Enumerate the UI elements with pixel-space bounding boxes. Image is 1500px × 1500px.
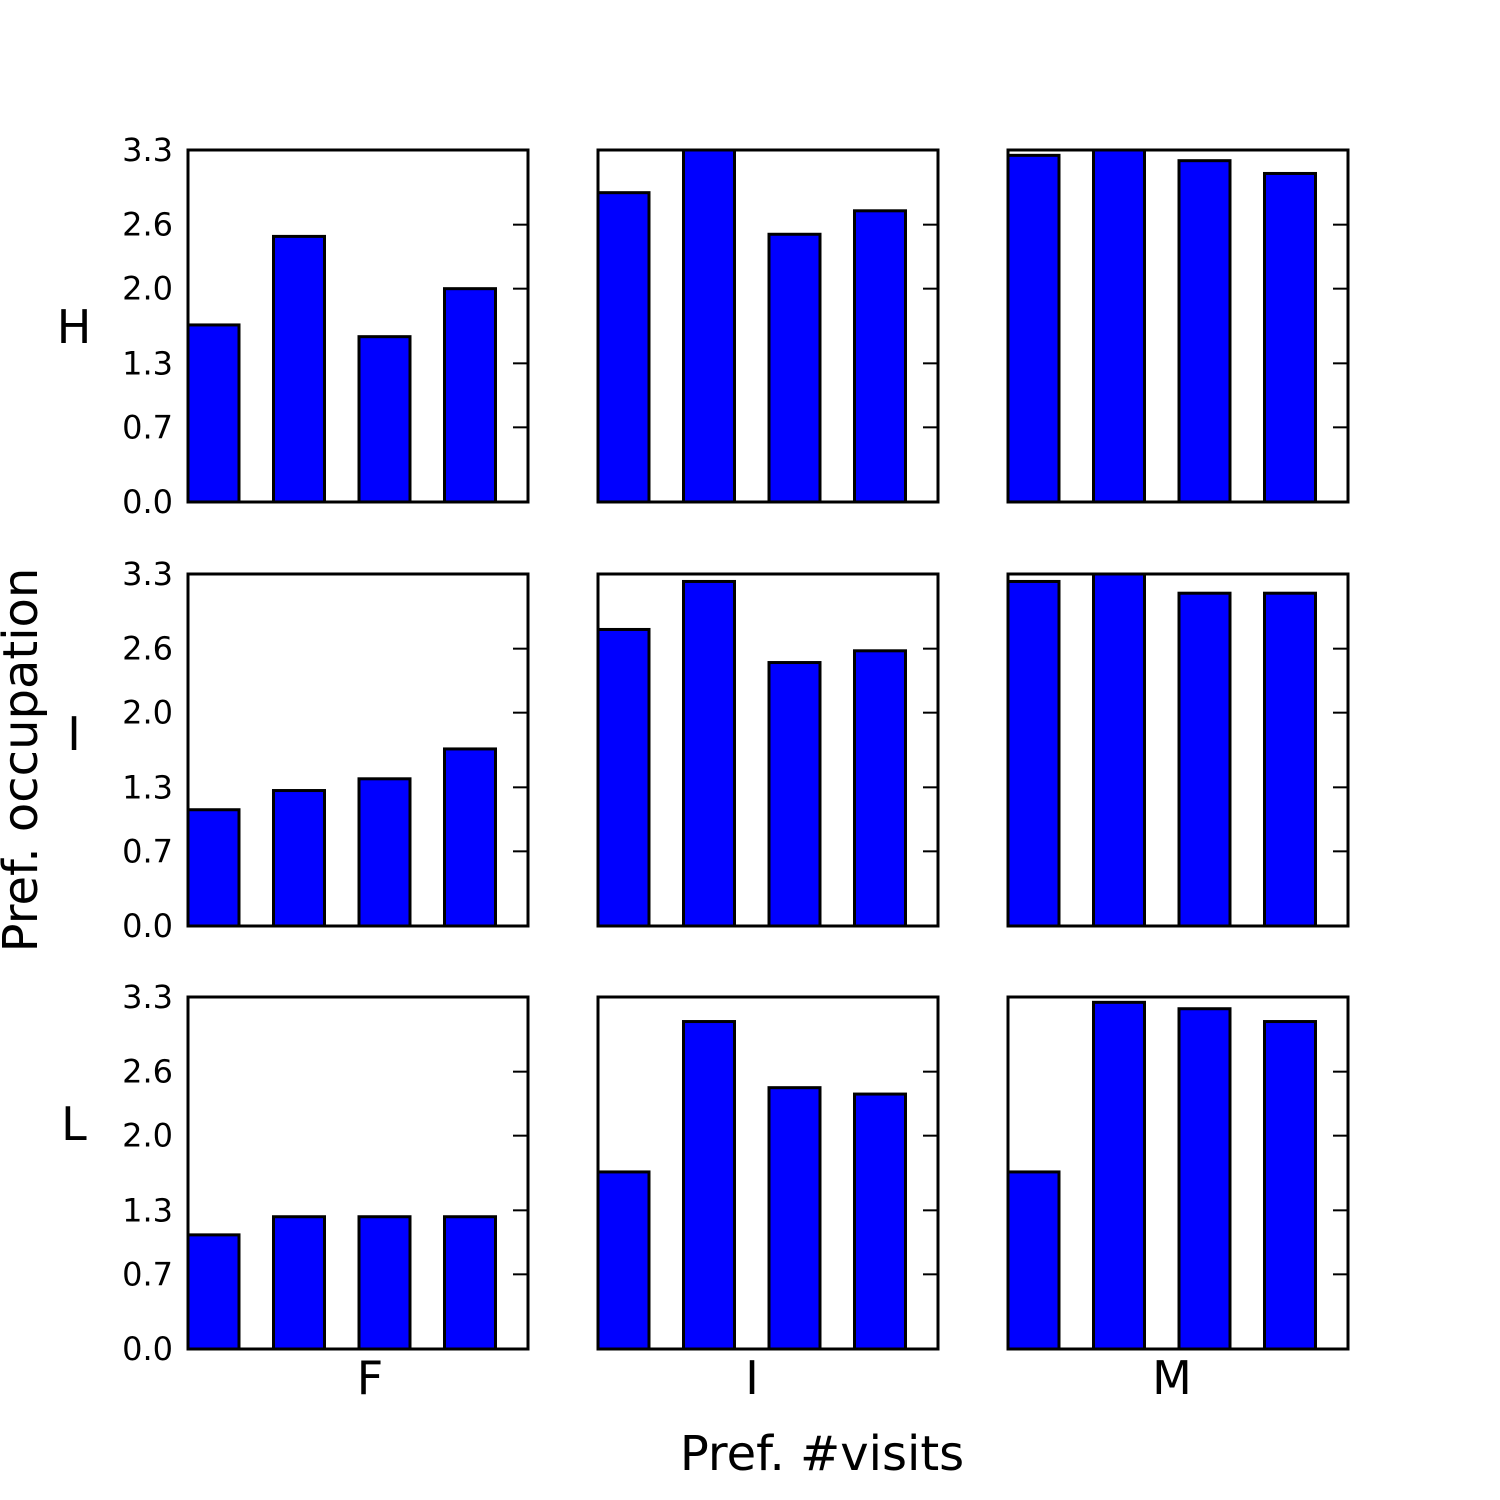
column-label: I — [745, 1351, 759, 1405]
bar — [682, 148, 736, 504]
bar — [853, 649, 907, 928]
y-tick-label: 1.3 — [122, 1191, 173, 1229]
bar — [1177, 159, 1232, 504]
y-tick-label: 2.6 — [122, 1053, 173, 1091]
panel-frame — [186, 148, 530, 504]
panel-frame — [1006, 995, 1350, 1351]
x-axis-title: Pref. #visits — [680, 1426, 964, 1482]
panel-i-f: 0.0 0.7 1.3 2.0 2.6 3.3 — [122, 555, 530, 945]
panel-i-m — [1006, 572, 1350, 928]
panel-l-m — [1006, 995, 1350, 1351]
panel-frame — [596, 995, 940, 1351]
panel-frame — [186, 572, 530, 928]
column-label: F — [357, 1351, 383, 1405]
bar — [1177, 591, 1232, 928]
bar — [853, 209, 907, 504]
bar — [272, 234, 326, 504]
bar — [443, 747, 497, 928]
bar — [767, 1086, 822, 1351]
panel-frame — [1006, 572, 1350, 928]
panel-frame — [186, 995, 530, 1351]
y-tick-label: 0.7 — [122, 1255, 173, 1293]
panel-h-i — [596, 148, 940, 504]
panel-grid: 0.00.71.32.02.63.30.00.71.32.02.63.30.00… — [122, 131, 1350, 1368]
y-tick-label: 3.3 — [122, 978, 173, 1016]
bar — [1092, 1000, 1146, 1351]
bar — [357, 1215, 412, 1351]
bar — [443, 1215, 497, 1351]
row-label: I — [67, 707, 81, 761]
y-axis-title: Pref. occupation — [0, 568, 49, 953]
y-tick-label: 3.3 — [122, 131, 173, 169]
bar — [1006, 1170, 1061, 1351]
y-tick-label: 2.0 — [122, 694, 173, 732]
row-label: L — [61, 1097, 87, 1151]
panel-frame — [1006, 148, 1350, 504]
panel-l-i — [596, 995, 940, 1351]
y-tick-label: 0.7 — [122, 832, 173, 870]
y-tick-label: 0.0 — [122, 1330, 173, 1368]
bar — [357, 777, 412, 928]
bar — [357, 335, 412, 504]
bar — [1006, 579, 1061, 928]
y-tick-label: 0.7 — [122, 408, 173, 446]
y-tick-label: 2.0 — [122, 270, 173, 308]
y-tick-label: 1.3 — [122, 344, 173, 382]
y-tick-label: 3.3 — [122, 555, 173, 593]
panel-frame — [596, 572, 940, 928]
panel-h-f: 0.0 0.7 1.3 2.0 2.6 3.3 — [122, 131, 530, 521]
bar — [443, 287, 497, 504]
bar — [853, 1092, 907, 1351]
row-label: H — [57, 300, 92, 354]
bar — [1006, 153, 1061, 504]
bar — [682, 579, 736, 928]
bar — [767, 232, 822, 504]
y-tick-label: 2.0 — [122, 1117, 173, 1155]
bar — [596, 627, 651, 928]
column-label: M — [1152, 1351, 1192, 1405]
y-tick-label: 0.0 — [122, 483, 173, 521]
bar — [186, 323, 241, 504]
panel-h-m — [1006, 148, 1350, 504]
bar — [1092, 148, 1146, 504]
y-tick-label: 0.0 — [122, 907, 173, 945]
bar — [1092, 572, 1146, 928]
panel-frame — [596, 148, 940, 504]
bar — [1263, 1020, 1317, 1351]
bar — [186, 1233, 241, 1351]
bar — [596, 191, 651, 504]
bar — [186, 808, 241, 928]
bar — [596, 1170, 651, 1351]
panel-i-i — [596, 572, 940, 928]
y-tick-label: 1.3 — [122, 768, 173, 806]
chart-labels: Pref. #visits Pref. occupation H I L F I M — [0, 300, 1192, 1482]
y-tick-label: 2.6 — [122, 630, 173, 668]
y-tick-label: 2.6 — [122, 206, 173, 244]
bar — [1263, 591, 1317, 928]
bar — [1177, 1007, 1232, 1351]
panel-l-f: 0.0 0.7 1.3 2.0 2.6 3.3 — [122, 978, 530, 1368]
bar — [767, 661, 822, 928]
bar — [272, 789, 326, 928]
bar — [1263, 171, 1317, 504]
bar — [272, 1215, 326, 1351]
bar — [682, 1020, 736, 1351]
